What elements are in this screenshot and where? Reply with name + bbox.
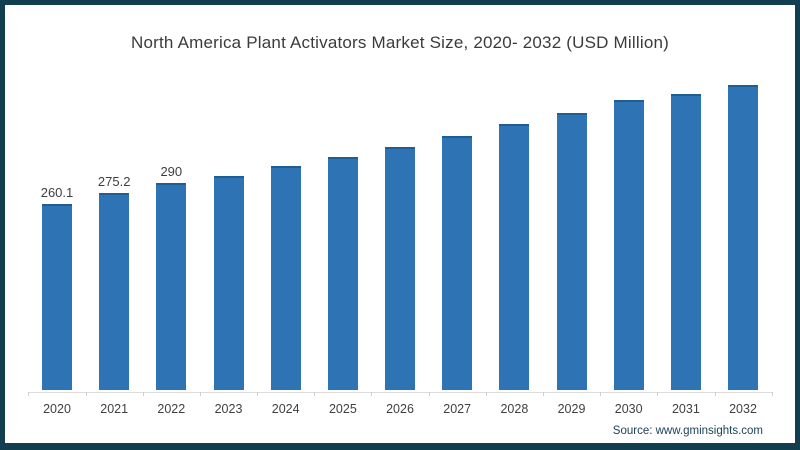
bar-2032 <box>728 85 758 390</box>
x-axis-tick <box>657 392 659 396</box>
x-axis-tick <box>28 392 30 396</box>
x-axis-tick <box>257 392 259 396</box>
data-label-2022: 290 <box>160 164 183 179</box>
bar-2028 <box>499 124 530 390</box>
x-tick-label-2031: 2031 <box>671 402 700 416</box>
x-axis-tick <box>314 392 316 396</box>
x-axis-tick <box>600 392 602 396</box>
bar-2026 <box>385 147 415 390</box>
data-label-2020: 260.1 <box>40 185 74 200</box>
bar-2030 <box>613 100 644 390</box>
chart-title: North America Plant Activators Market Si… <box>131 33 669 52</box>
x-tick-label-2025: 2025 <box>328 402 357 416</box>
bar-2023 <box>213 176 244 390</box>
x-tick-label-2023: 2023 <box>214 402 243 416</box>
bar-2022 <box>156 183 187 390</box>
x-axis-tick <box>771 392 773 396</box>
x-axis-tick <box>485 392 487 396</box>
bar-2025 <box>327 157 358 390</box>
bar-2024 <box>270 166 301 390</box>
x-axis-tick <box>85 392 87 396</box>
x-tick-label-2027: 2027 <box>443 402 472 416</box>
x-axis-tick <box>428 392 430 396</box>
x-axis-tick <box>371 392 373 396</box>
x-tick-label-2030: 2030 <box>614 402 643 416</box>
x-tick-label-2028: 2028 <box>500 402 529 416</box>
source-attribution: Source: www.gminsights.com <box>612 425 763 437</box>
bar-2027 <box>442 136 473 390</box>
x-tick-label-2026: 2026 <box>386 402 414 416</box>
x-axis-tick <box>542 392 544 396</box>
x-tick-label-2032: 2032 <box>729 402 757 416</box>
bar-2020 <box>42 204 72 390</box>
x-tick-label-2029: 2029 <box>557 402 586 416</box>
x-tick-label-2020: 2020 <box>43 402 71 416</box>
x-axis-line <box>28 392 772 393</box>
x-tick-label-2021: 2021 <box>100 402 129 416</box>
x-axis-tick <box>142 392 144 396</box>
bar-2029 <box>556 113 587 390</box>
x-axis-tick <box>199 392 201 396</box>
bar-2021 <box>99 193 130 390</box>
bar-2031 <box>670 94 701 390</box>
data-label-2021: 275.2 <box>97 174 131 189</box>
x-tick-label-2024: 2024 <box>271 402 300 416</box>
x-tick-label-2022: 2022 <box>157 402 186 416</box>
x-axis-tick <box>714 392 716 396</box>
